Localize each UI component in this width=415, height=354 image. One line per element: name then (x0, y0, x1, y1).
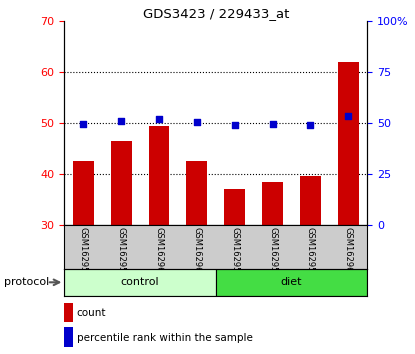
Text: protocol: protocol (4, 277, 49, 287)
Bar (300, 176, 321, 225)
Point (307, 122, 314, 128)
Bar (262, 182, 283, 225)
Text: GSM162954: GSM162954 (79, 227, 88, 278)
Text: GSM162956: GSM162956 (230, 227, 239, 278)
Text: GSM162961: GSM162961 (344, 227, 353, 278)
Bar (338, 62, 359, 225)
Text: GSM162962: GSM162962 (193, 227, 201, 278)
Point (156, 116, 162, 122)
Text: GSM162958: GSM162958 (117, 227, 126, 278)
Point (269, 121, 276, 127)
Text: GSM162959: GSM162959 (306, 227, 315, 278)
Title: GDS3423 / 229433_at: GDS3423 / 229433_at (143, 7, 289, 20)
Text: count: count (77, 308, 106, 318)
Bar (111, 141, 132, 225)
Point (232, 122, 238, 128)
Point (193, 119, 200, 125)
Text: diet: diet (281, 277, 302, 287)
Bar (225, 189, 245, 225)
Bar (64, 269, 216, 296)
Bar (149, 126, 169, 225)
Text: percentile rank within the sample: percentile rank within the sample (77, 333, 253, 343)
Point (345, 113, 352, 119)
Text: control: control (121, 277, 159, 287)
Point (118, 118, 124, 124)
Bar (73, 161, 94, 225)
Text: GSM162957: GSM162957 (268, 227, 277, 278)
Bar (216, 269, 367, 296)
Point (80, 121, 87, 127)
Bar (186, 161, 207, 225)
Text: GSM162960: GSM162960 (154, 227, 164, 278)
